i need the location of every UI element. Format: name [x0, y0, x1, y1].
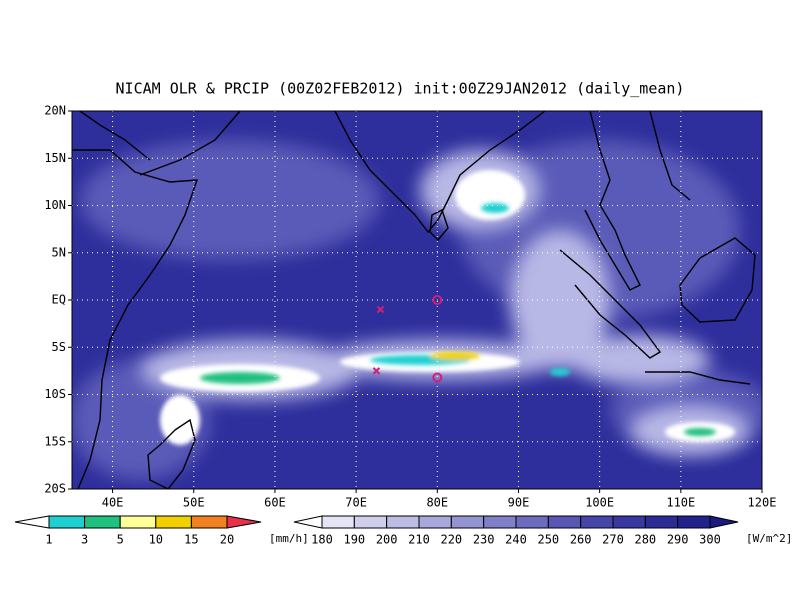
- colorbar-label: 280: [634, 533, 656, 547]
- cross-marker: [376, 305, 385, 314]
- colorbar-box: [353, 515, 388, 529]
- colorbar-label: 270: [602, 533, 624, 547]
- colorbar-box: [450, 515, 485, 529]
- colorbar-label: 15: [184, 533, 198, 547]
- colorbar-label: 200: [376, 533, 398, 547]
- colorbar-label: 5: [117, 533, 124, 547]
- y-tick-label: 5S: [52, 340, 66, 354]
- colorbar-label: 1: [45, 533, 52, 547]
- colorbar-box: [119, 515, 157, 529]
- olr-field: [72, 111, 762, 489]
- y-tick-label: 20N: [44, 104, 66, 118]
- colorbar-end: [293, 515, 323, 529]
- colorbar-label: 190: [343, 533, 365, 547]
- colorbar-label: 3: [81, 533, 88, 547]
- circle-marker: [432, 295, 443, 305]
- y-tick-label: 20S: [44, 482, 66, 496]
- colorbar-box: [547, 515, 582, 529]
- circle-marker: [432, 372, 443, 383]
- x-tick-label: 90E: [508, 496, 530, 510]
- colorbar-label: 300: [699, 533, 721, 547]
- x-tick-label: 40E: [102, 496, 124, 510]
- colorbar-label: 260: [570, 533, 592, 547]
- colorbar-box: [155, 515, 192, 529]
- grid: [72, 111, 762, 489]
- colorbar-box: [677, 515, 711, 529]
- x-tick-label: 100E: [585, 496, 614, 510]
- colorbar-label: 220: [440, 533, 462, 547]
- colorbar-box: [515, 515, 549, 529]
- colorbar-label: 230: [473, 533, 495, 547]
- colorbar-end: [226, 515, 262, 529]
- colorbar-box: [483, 515, 517, 529]
- y-tick-label: 5N: [52, 245, 66, 259]
- y-tick-label: 10N: [44, 198, 66, 212]
- colorbar-box: [386, 515, 420, 529]
- x-tick-label: 110E: [666, 496, 695, 510]
- x-tick-label: 50E: [183, 496, 205, 510]
- colorbar-label: 290: [667, 533, 689, 547]
- y-tick-label: 15N: [44, 151, 66, 165]
- x-tick-label: 70E: [345, 496, 367, 510]
- cross-marker: [372, 367, 381, 375]
- colorbar-box: [612, 515, 646, 529]
- colorbar-end: [14, 515, 50, 529]
- y-tick-label: 15S: [44, 434, 66, 448]
- colorbar-end: [709, 515, 739, 529]
- title: NICAM OLR & PRCIP (00Z02FEB2012) init:00…: [116, 80, 685, 98]
- colorbar-box: [580, 515, 614, 529]
- x-tick-label: 120E: [748, 496, 777, 510]
- colorbar-box: [644, 515, 679, 529]
- colorbar-unit: [mm/h]: [269, 532, 309, 545]
- colorbar-box: [84, 515, 121, 529]
- colorbar-label: 20: [220, 533, 234, 547]
- y-tick-label: EQ: [52, 293, 66, 307]
- colorbar-box: [48, 515, 86, 529]
- colorbar-label: 240: [505, 533, 527, 547]
- colorbar-box: [418, 515, 452, 529]
- colorbar-box: [190, 515, 228, 529]
- colorbar-unit: [W/m^2]: [746, 532, 792, 545]
- colorbar-label: 210: [408, 533, 430, 547]
- colorbar-label: 10: [149, 533, 163, 547]
- x-tick-label: 80E: [426, 496, 448, 510]
- y-tick-label: 10S: [44, 387, 66, 401]
- x-tick-label: 60E: [264, 496, 286, 510]
- colorbar-label: 250: [537, 533, 559, 547]
- colorbar-box: [321, 515, 355, 529]
- colorbar-label: 180: [311, 533, 333, 547]
